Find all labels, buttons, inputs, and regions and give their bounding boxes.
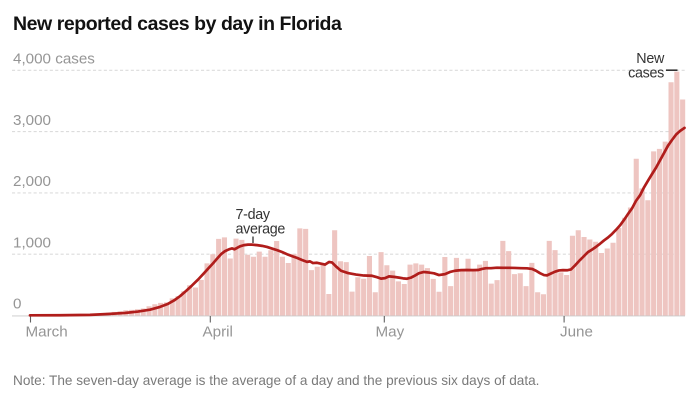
svg-text:average: average (236, 222, 286, 238)
svg-text:cases: cases (628, 66, 664, 82)
svg-text:2,000: 2,000 (13, 173, 51, 190)
svg-text:March: March (26, 324, 68, 341)
svg-text:0: 0 (13, 296, 21, 313)
svg-text:7-day: 7-day (236, 207, 271, 223)
svg-text:June: June (560, 324, 593, 341)
svg-text:May: May (376, 324, 405, 341)
svg-text:April: April (203, 324, 233, 341)
svg-text:1,000: 1,000 (13, 234, 51, 251)
svg-text:3,000: 3,000 (13, 112, 51, 129)
svg-text:New: New (636, 51, 665, 67)
svg-text:4,000 cases: 4,000 cases (13, 51, 95, 68)
